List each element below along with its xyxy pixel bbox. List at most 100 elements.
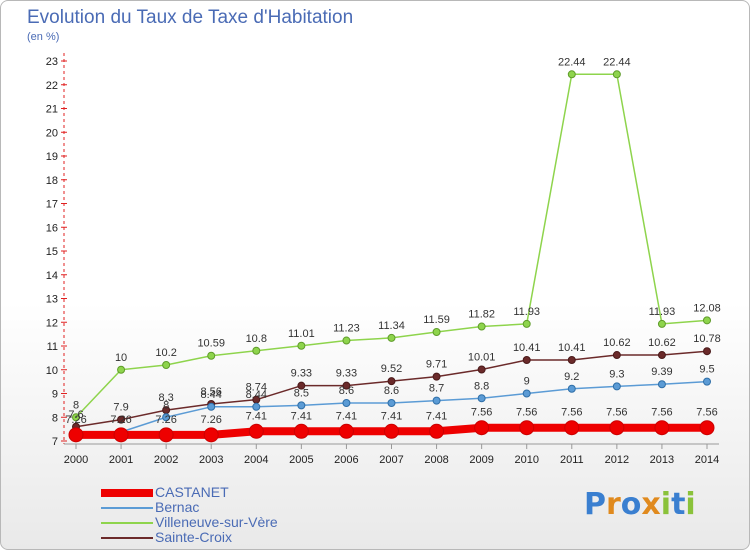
- y-tick-label: 17: [46, 199, 58, 211]
- data-point-sainte-croix: [432, 372, 441, 381]
- logo-letter: i: [660, 487, 672, 522]
- data-point-castanet: [564, 420, 580, 436]
- logo-letter: i: [685, 487, 696, 522]
- y-tick-label: 19: [46, 151, 58, 163]
- data-point-castanet: [158, 427, 174, 443]
- data-label-bernac: 9.39: [651, 366, 672, 378]
- data-label-castanet: 7.56: [471, 407, 492, 419]
- legend-label-bernac: Bernac: [155, 499, 200, 515]
- data-point-bernac: [657, 380, 666, 389]
- data-point-villeneuve-sur-v-re: [432, 327, 441, 336]
- data-label-villeneuve-sur-v-re: 11.59: [423, 314, 450, 326]
- data-point-sainte-croix: [612, 351, 621, 360]
- x-tick-label: 2013: [650, 454, 674, 466]
- data-label-bernac: 8.6: [339, 385, 354, 397]
- data-label-castanet: 7.41: [381, 410, 402, 422]
- data-point-villeneuve-sur-v-re: [703, 316, 711, 325]
- data-point-villeneuve-sur-v-re: [567, 70, 576, 79]
- data-point-sainte-croix: [297, 381, 306, 390]
- data-point-bernac: [432, 396, 441, 405]
- data-point-villeneuve-sur-v-re: [162, 361, 171, 369]
- y-tick-label: 18: [46, 175, 58, 187]
- data-point-villeneuve-sur-v-re: [612, 70, 621, 79]
- data-label-bernac: 8.7: [429, 383, 444, 395]
- y-tick-label: 15: [46, 246, 58, 258]
- data-label-castanet: 7.56: [516, 407, 537, 419]
- proxiti-logo: Proxiti: [584, 487, 696, 522]
- data-point-villeneuve-sur-v-re: [387, 333, 396, 342]
- data-point-sainte-croix: [387, 377, 396, 386]
- data-point-villeneuve-sur-v-re: [252, 346, 261, 355]
- y-tick-label: 14: [46, 270, 58, 282]
- data-label-sainte-croix: 8.3: [158, 392, 173, 404]
- data-point-sainte-croix: [117, 415, 126, 424]
- legend-swatch-villeneuve: [101, 521, 153, 524]
- data-label-castanet: 7.41: [426, 410, 447, 422]
- data-point-bernac: [522, 389, 531, 398]
- data-label-bernac: 8.44: [201, 389, 222, 401]
- axes: 7 8 9 10 11 12 13 14 15 16 17 18 19 20 21 22 23 2000 2001 2…: [46, 53, 719, 466]
- y-tick-label: 13: [46, 294, 58, 306]
- data-point-castanet: [429, 423, 445, 439]
- x-tick-label: 2004: [244, 454, 268, 466]
- data-point-villeneuve-sur-v-re: [117, 365, 126, 374]
- data-point-villeneuve-sur-v-re: [297, 341, 306, 350]
- x-tick-label: 2000: [64, 454, 88, 466]
- data-point-villeneuve-sur-v-re: [657, 319, 666, 328]
- data-point-castanet: [248, 423, 264, 439]
- data-point-bernac: [567, 384, 576, 393]
- data-label-sainte-croix: 7.6: [68, 409, 83, 421]
- data-point-castanet: [113, 427, 129, 443]
- data-label-villeneuve-sur-v-re: 22.44: [603, 56, 631, 68]
- data-label-castanet: 7.41: [246, 410, 267, 422]
- data-point-castanet: [609, 420, 625, 436]
- data-point-castanet: [699, 420, 715, 436]
- line-chart: 7 8 9 10 11 12 13 14 15 16 17 18 19 20 21 22 23 2000 2001 2…: [46, 53, 721, 466]
- data-point-sainte-croix: [477, 365, 486, 374]
- logo-letter: o: [620, 487, 642, 522]
- data-label-villeneuve-sur-v-re: 22.44: [558, 56, 586, 68]
- data-point-villeneuve-sur-v-re: [207, 351, 216, 360]
- data-label-castanet: 7.56: [651, 407, 672, 419]
- data-point-villeneuve-sur-v-re: [342, 336, 351, 345]
- data-label-bernac: 8.44: [246, 389, 267, 401]
- data-point-villeneuve-sur-v-re: [72, 413, 80, 422]
- data-label-villeneuve-sur-v-re: 11.93: [513, 306, 540, 318]
- legend-item-castanet[interactable]: CASTANET: [101, 485, 278, 500]
- x-tick-label: 2001: [109, 454, 133, 466]
- legend-label-sainte-croix: Sainte-Croix: [155, 529, 233, 545]
- data-label-sainte-croix: 9.33: [291, 368, 312, 380]
- data-label-bernac: 9: [524, 376, 530, 388]
- data-label-bernac: 8: [163, 399, 169, 411]
- data-point-castanet: [68, 427, 84, 443]
- data-label-sainte-croix: 10.41: [513, 342, 541, 354]
- data-label-castanet: 7.41: [291, 410, 312, 422]
- x-tick-label: 2011: [560, 454, 584, 466]
- legend-item-sainte-croix[interactable]: Sainte-Croix: [101, 530, 278, 545]
- data-label-villeneuve-sur-v-re: 10.59: [197, 338, 225, 350]
- data-label-sainte-croix: 9.52: [381, 363, 402, 375]
- data-label-villeneuve-sur-v-re: 8: [73, 399, 79, 411]
- data-point-bernac: [477, 394, 486, 403]
- legend-item-bernac[interactable]: Bernac: [101, 500, 278, 515]
- x-tick-label: 2007: [379, 454, 403, 466]
- data-point-castanet: [338, 423, 354, 439]
- data-point-sainte-croix: [342, 381, 351, 390]
- x-tick-label: 2002: [154, 454, 178, 466]
- data-point-castanet: [654, 420, 670, 436]
- legend: CASTANET Bernac Villeneuve-sur-Vère Sain…: [101, 485, 278, 545]
- legend-label-villeneuve: Villeneuve-sur-Vère: [155, 514, 278, 530]
- data-label-bernac: 8.6: [384, 385, 399, 397]
- y-tick-label: 16: [46, 222, 58, 234]
- data-label-castanet: 7.56: [561, 407, 582, 419]
- data-label-villeneuve-sur-v-re: 12.08: [693, 302, 721, 314]
- legend-item-villeneuve[interactable]: Villeneuve-sur-Vère: [101, 515, 278, 530]
- data-point-sainte-croix: [703, 347, 711, 356]
- data-label-villeneuve-sur-v-re: 11.01: [288, 328, 315, 340]
- y-tick-label: 21: [46, 104, 58, 116]
- data-label-sainte-croix: 10.62: [648, 337, 676, 349]
- y-tick-label: 20: [46, 127, 58, 139]
- data-label-villeneuve-sur-v-re: 10.2: [155, 347, 176, 359]
- data-point-bernac: [703, 377, 711, 386]
